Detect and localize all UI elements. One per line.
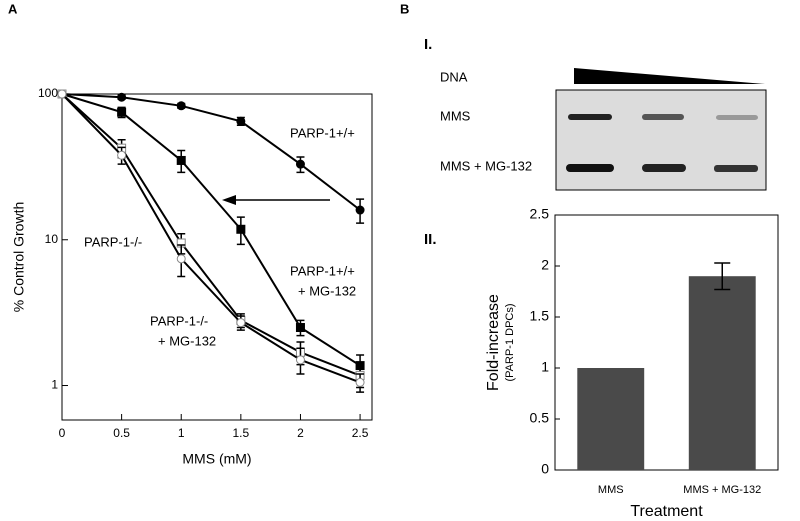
y-tick-label: 10 (45, 232, 59, 246)
series-label: PARP-1-/- (150, 313, 208, 328)
marker (236, 318, 246, 328)
x-tick-label: 0 (59, 426, 66, 440)
y-tick-label: 1 (541, 359, 549, 375)
bar (577, 368, 645, 470)
gel-label: MMS + MG-132 (440, 158, 532, 173)
x-axis-title: Treatment (630, 503, 703, 520)
marker (355, 205, 365, 215)
series-label: PARP-1-/- (84, 234, 142, 249)
x-tick-label: 2.5 (352, 426, 369, 440)
panel-label: A (8, 1, 18, 16)
panel-label: B (400, 1, 409, 16)
x-tick-label: MMS (598, 484, 624, 496)
y-axis-subtitle: (PARP-1 DPCs) (504, 303, 516, 381)
y-tick-label: 0.5 (530, 410, 550, 426)
plot-frame (61, 93, 373, 421)
series-line (61, 93, 361, 377)
marker (355, 377, 365, 387)
marker (295, 355, 305, 365)
x-axis-title: MMS (mM) (182, 451, 251, 467)
x-tick-label: MMS + MG-132 (683, 484, 761, 496)
gel-label: MMS (440, 108, 471, 123)
y-tick-label: 1 (51, 378, 58, 392)
dna-gradient (574, 68, 765, 84)
y-tick-label: 100 (38, 86, 58, 100)
y-axis-title: % Control Growth (11, 202, 27, 312)
marker (117, 107, 127, 117)
y-tick-label: 2.5 (530, 206, 550, 222)
x-tick-label: 0.5 (113, 426, 130, 440)
section-label: I. (424, 36, 432, 53)
marker (117, 92, 127, 102)
gel-label: DNA (440, 69, 468, 84)
x-tick-label: 2 (297, 426, 304, 440)
x-tick-label: 1 (178, 426, 185, 440)
marker (176, 101, 186, 111)
plot-frame (554, 214, 779, 471)
error-bar (714, 262, 731, 291)
gel-bands (566, 114, 758, 172)
x-tick-label: 1.5 (233, 426, 250, 440)
series-label: PARP-1+/+ (290, 263, 355, 278)
marker (176, 254, 186, 264)
series-label: + MG-132 (298, 283, 356, 298)
gel-image (555, 89, 767, 191)
bar (688, 276, 756, 470)
series-line (61, 93, 361, 211)
marker (117, 150, 127, 160)
y-axis-title: Fold-increase (485, 294, 502, 391)
series-line (61, 93, 361, 367)
marker (236, 224, 246, 234)
section-label: II. (424, 231, 437, 248)
series-label: + MG-132 (158, 333, 216, 348)
marker (295, 159, 305, 169)
arrow (222, 195, 330, 205)
marker (295, 323, 305, 333)
marker (57, 89, 67, 99)
marker (236, 116, 246, 126)
series-label: PARP-1+/+ (290, 125, 355, 140)
series-line (61, 93, 361, 384)
y-tick-label: 1.5 (530, 308, 550, 324)
marker (176, 155, 186, 165)
y-tick-label: 2 (541, 257, 549, 273)
y-tick-label: 0 (541, 461, 549, 477)
